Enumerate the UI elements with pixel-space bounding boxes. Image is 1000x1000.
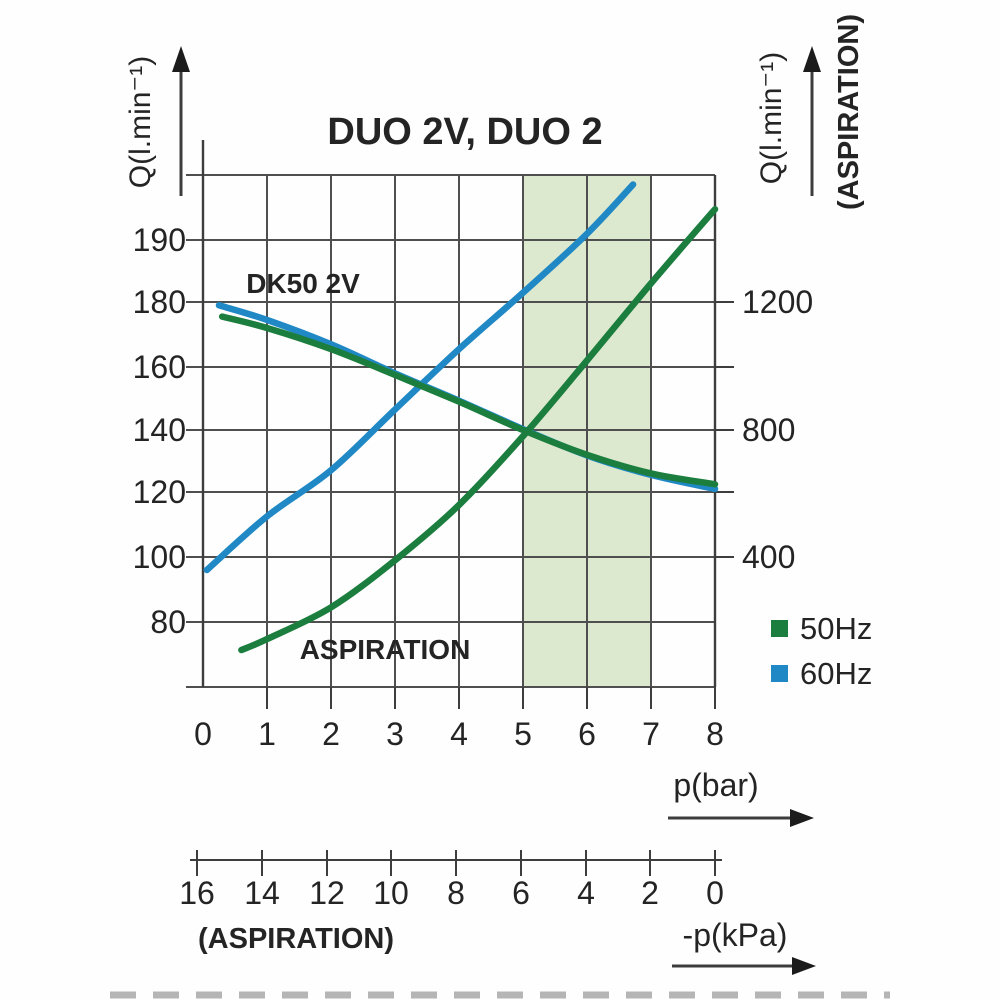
right-y-axis-arrow-icon xyxy=(803,46,821,196)
x-tick-0: 0 xyxy=(194,716,212,752)
kpa-tick-8: 8 xyxy=(447,875,465,911)
x-tick-2: 2 xyxy=(322,716,340,752)
left-tick-100: 100 xyxy=(133,539,186,575)
x-tick-8: 8 xyxy=(706,716,724,752)
x-axis-tick-labels: 0 1 2 3 4 5 6 7 8 xyxy=(194,716,724,752)
left-tick-120: 120 xyxy=(133,474,186,510)
kpa-tick-14: 14 xyxy=(244,875,280,911)
kpa-axis-caption: (ASPIRATION) xyxy=(198,923,394,955)
x-tick-7: 7 xyxy=(642,716,660,752)
legend-label-50hz: 50Hz xyxy=(800,611,872,646)
kpa-axis-arrow-icon xyxy=(672,957,816,975)
left-tick-140: 140 xyxy=(133,412,186,448)
left-tick-160: 160 xyxy=(133,349,186,385)
kpa-tick-16: 16 xyxy=(179,875,215,911)
kpa-tick-10: 10 xyxy=(373,875,409,911)
right-y-axis-subtitle: (ASPIRATION) xyxy=(833,14,865,210)
x-tick-1: 1 xyxy=(258,716,276,752)
kpa-tick-2: 2 xyxy=(641,875,659,911)
x-tick-6: 6 xyxy=(578,716,596,752)
right-axis-ticks xyxy=(715,301,734,558)
left-tick-190: 190 xyxy=(133,222,186,258)
x-tick-4: 4 xyxy=(450,716,468,752)
x-axis-arrow-icon xyxy=(668,809,814,827)
legend: 50Hz 60Hz xyxy=(771,611,872,691)
x-axis-ticks xyxy=(266,687,716,709)
legend-swatch-50hz xyxy=(771,620,788,637)
x-tick-3: 3 xyxy=(386,716,404,752)
right-axis-tick-labels: 1200 800 400 xyxy=(742,284,813,575)
legend-label-60hz: 60Hz xyxy=(800,656,872,691)
kpa-tick-0: 0 xyxy=(706,875,724,911)
curve-aspiration-50hz xyxy=(238,205,719,654)
left-y-axis-title: Q(l.min⁻¹) xyxy=(124,56,157,188)
data-curves xyxy=(203,181,719,654)
kpa-tick-6: 6 xyxy=(512,875,530,911)
kpa-tick-12: 12 xyxy=(309,875,345,911)
right-y-axis-title: Q(l.min⁻¹) xyxy=(755,52,788,184)
aspiration-curve-label: ASPIRATION xyxy=(300,634,471,665)
chart-title: DUO 2V, DUO 2 xyxy=(327,111,602,153)
right-tick-800: 800 xyxy=(742,412,795,448)
right-tick-1200: 1200 xyxy=(742,284,813,320)
kpa-axis xyxy=(190,850,722,876)
left-y-axis-arrow-icon xyxy=(172,46,190,196)
left-tick-180: 180 xyxy=(133,284,186,320)
left-axis-tick-labels: 190 180 160 140 120 100 80 xyxy=(133,222,186,640)
x-tick-5: 5 xyxy=(514,716,532,752)
curve-aspiration-60hz xyxy=(203,181,637,574)
x-axis-title: p(bar) xyxy=(673,767,758,803)
kpa-tick-4: 4 xyxy=(577,875,595,911)
kpa-axis-title: -p(kPa) xyxy=(683,917,788,953)
kpa-axis-tick-labels: 16 14 12 10 8 6 4 2 0 xyxy=(179,875,724,911)
legend-swatch-60hz xyxy=(771,665,788,682)
left-tick-80: 80 xyxy=(150,604,186,640)
dk50-2v-curve-label: DK50 2V xyxy=(246,268,360,299)
right-tick-400: 400 xyxy=(742,539,795,575)
curve-dk50-2v-50hz xyxy=(218,313,719,488)
